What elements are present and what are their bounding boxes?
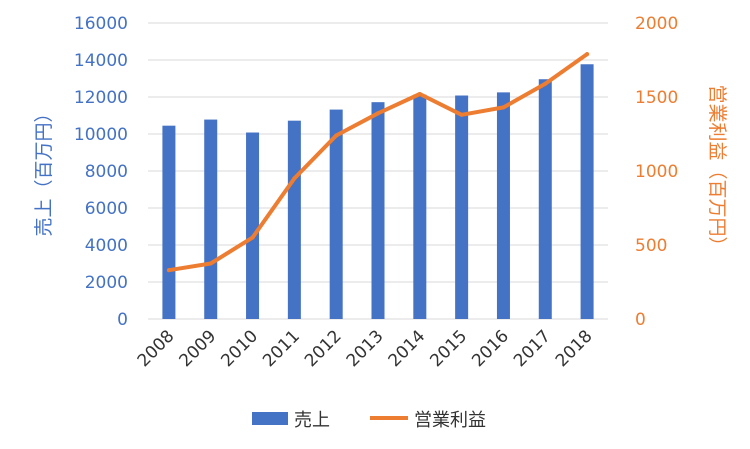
point-operating-profit-2010	[250, 235, 255, 240]
point-operating-profit-2017	[543, 81, 548, 86]
legend-label-sales: 売上	[294, 410, 330, 431]
left-tick-label: 14000	[74, 51, 128, 71]
x-tick-label: 2015	[426, 326, 471, 371]
bar-sales-2017	[538, 79, 552, 320]
point-operating-profit-2014	[417, 92, 422, 97]
point-operating-profit-2011	[292, 176, 297, 181]
x-tick-label: 2011	[259, 326, 304, 371]
bar-sales-2015	[455, 95, 469, 320]
left-tick-label: 12000	[74, 88, 128, 108]
right-tick-label: 2000	[635, 14, 678, 34]
x-tick-label: 2014	[385, 326, 430, 371]
bar-sales-2012	[329, 109, 343, 319]
point-operating-profit-2018	[585, 52, 590, 57]
left-axis-ticks: 0 2000 4000 6000 8000 10000 12000 14000 16000	[74, 14, 128, 330]
bar-sales-2013	[371, 102, 385, 320]
legend-label-operating-profit: 営業利益	[414, 410, 486, 431]
bar-sales-2014	[413, 94, 427, 319]
left-tick-label: 8000	[85, 162, 128, 182]
bar-sales-2009	[204, 119, 218, 319]
left-tick-label: 16000	[74, 14, 128, 34]
x-tick-label: 2009	[176, 326, 221, 371]
point-operating-profit-2013	[376, 111, 380, 116]
point-operating-profit-2009	[208, 261, 213, 266]
x-tick-label: 2016	[468, 326, 513, 371]
right-axis-title: 営業利益（百万円）	[706, 84, 728, 255]
right-tick-label: 500	[635, 236, 667, 256]
point-operating-profit-2008	[166, 268, 171, 273]
legend-swatch-sales	[252, 412, 288, 425]
bar-sales-2016	[496, 92, 510, 319]
left-tick-label: 2000	[85, 273, 128, 293]
x-tick-label: 2013	[343, 326, 388, 371]
line-series	[166, 52, 590, 273]
bar-sales-2011	[287, 120, 301, 320]
point-operating-profit-2015	[459, 112, 464, 117]
x-axis-ticks: 2008200920102011201220132014201520162017…	[134, 326, 597, 371]
left-tick-label: 10000	[74, 125, 128, 145]
point-operating-profit-2016	[501, 105, 506, 110]
x-tick-label: 2008	[134, 326, 179, 371]
left-axis-title: 売上（百万円）	[33, 103, 55, 236]
bar-series	[162, 64, 594, 320]
bar-sales-2018	[580, 64, 594, 319]
point-operating-profit-2012	[334, 133, 339, 138]
x-tick-label: 2012	[301, 326, 346, 371]
x-tick-label: 2010	[217, 326, 262, 371]
right-tick-label: 0	[635, 310, 646, 330]
right-tick-label: 1500	[635, 88, 678, 108]
left-tick-label: 4000	[85, 236, 128, 256]
left-tick-label: 0	[117, 310, 128, 330]
bar-sales-2008	[162, 125, 176, 319]
legend: 売上 営業利益	[252, 410, 486, 431]
right-axis-ticks: 0 500 1000 1500 2000	[635, 14, 678, 330]
right-tick-label: 1000	[635, 162, 678, 182]
x-tick-label: 2017	[510, 326, 555, 371]
bar-sales-2010	[246, 132, 260, 319]
x-tick-label: 2018	[552, 326, 597, 371]
left-tick-label: 6000	[85, 199, 128, 219]
